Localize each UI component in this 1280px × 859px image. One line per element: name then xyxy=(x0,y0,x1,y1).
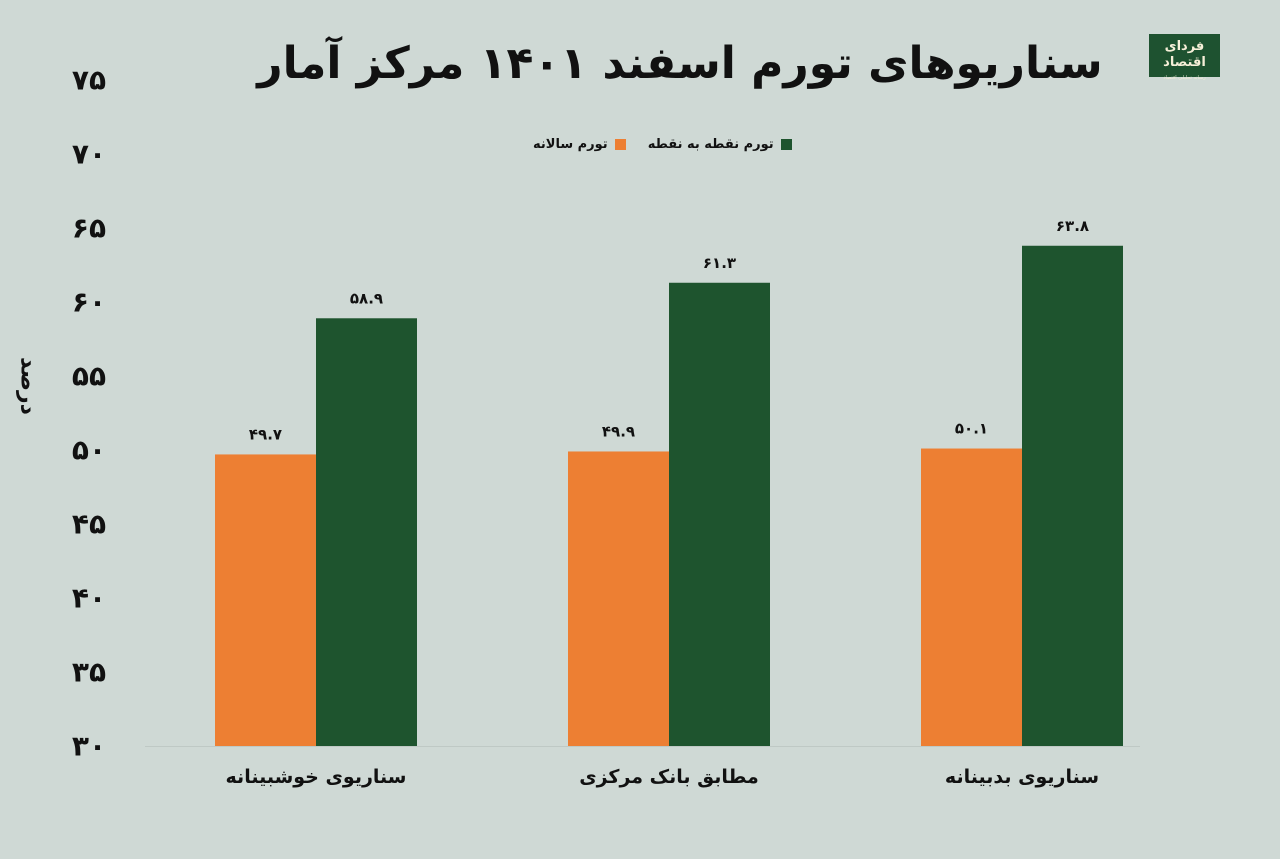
y-tick-label: ۳۵ xyxy=(72,656,106,689)
data-label-annual: ۵۰.۱ xyxy=(955,420,988,438)
bar-point-to-point xyxy=(1022,245,1123,746)
legend-item-annual: تورم سالانه xyxy=(533,137,626,152)
y-tick-label: ۷۰ xyxy=(72,138,106,171)
logo-text: فردای اقتصاد xyxy=(1163,39,1206,70)
logo-tagline: رسانه تحلیلی اقتصاد xyxy=(1163,75,1206,81)
y-tick-label: ۷۵ xyxy=(72,64,106,97)
legend-swatch-point-to-point xyxy=(780,138,792,150)
bar-point-to-point xyxy=(669,282,770,746)
legend-swatch-annual xyxy=(614,138,626,150)
y-tick-label: ۶۵ xyxy=(72,212,106,245)
y-tick-label: ۴۰ xyxy=(72,582,106,615)
x-category-label: سناریوی خوشبینانه xyxy=(226,766,407,788)
y-tick-label: ۳۰ xyxy=(72,730,106,763)
data-label-annual: ۴۹.۹ xyxy=(602,422,635,440)
data-label-point-to-point: ۶۳.۸ xyxy=(1056,217,1089,235)
data-label-point-to-point: ۶۱.۳ xyxy=(703,254,736,272)
data-label-point-to-point: ۵۸.۹ xyxy=(350,289,383,307)
data-label-annual: ۴۹.۷ xyxy=(249,425,282,443)
y-tick-label: ۴۵ xyxy=(72,508,106,541)
bar-point-to-point xyxy=(316,318,417,746)
chart-legend: تورم نقطه به نقطه تورم سالانه xyxy=(533,134,792,154)
brand-logo: فردای اقتصاد رسانه تحلیلی اقتصاد xyxy=(1149,34,1220,81)
legend-item-point-to-point: تورم نقطه به نقطه xyxy=(648,137,792,152)
bar-annual xyxy=(568,451,669,746)
chart-title: سناریوهای تورم اسفند ۱۴۰۱ مرکز آمار xyxy=(257,38,1103,89)
bar-annual xyxy=(921,448,1022,746)
legend-label-annual: تورم سالانه xyxy=(533,136,608,152)
y-tick-label: ۵۰ xyxy=(72,434,106,467)
y-tick-label: ۵۵ xyxy=(72,360,106,393)
bar-annual xyxy=(215,454,316,746)
legend-label-point-to-point: تورم نقطه به نقطه xyxy=(647,136,774,152)
y-axis-title: درصد xyxy=(16,357,41,415)
x-category-label: سناریوی بدبینانه xyxy=(945,766,1099,788)
y-tick-label: ۶۰ xyxy=(72,286,106,319)
x-category-label: مطابق بانک مرکزی xyxy=(579,766,759,788)
